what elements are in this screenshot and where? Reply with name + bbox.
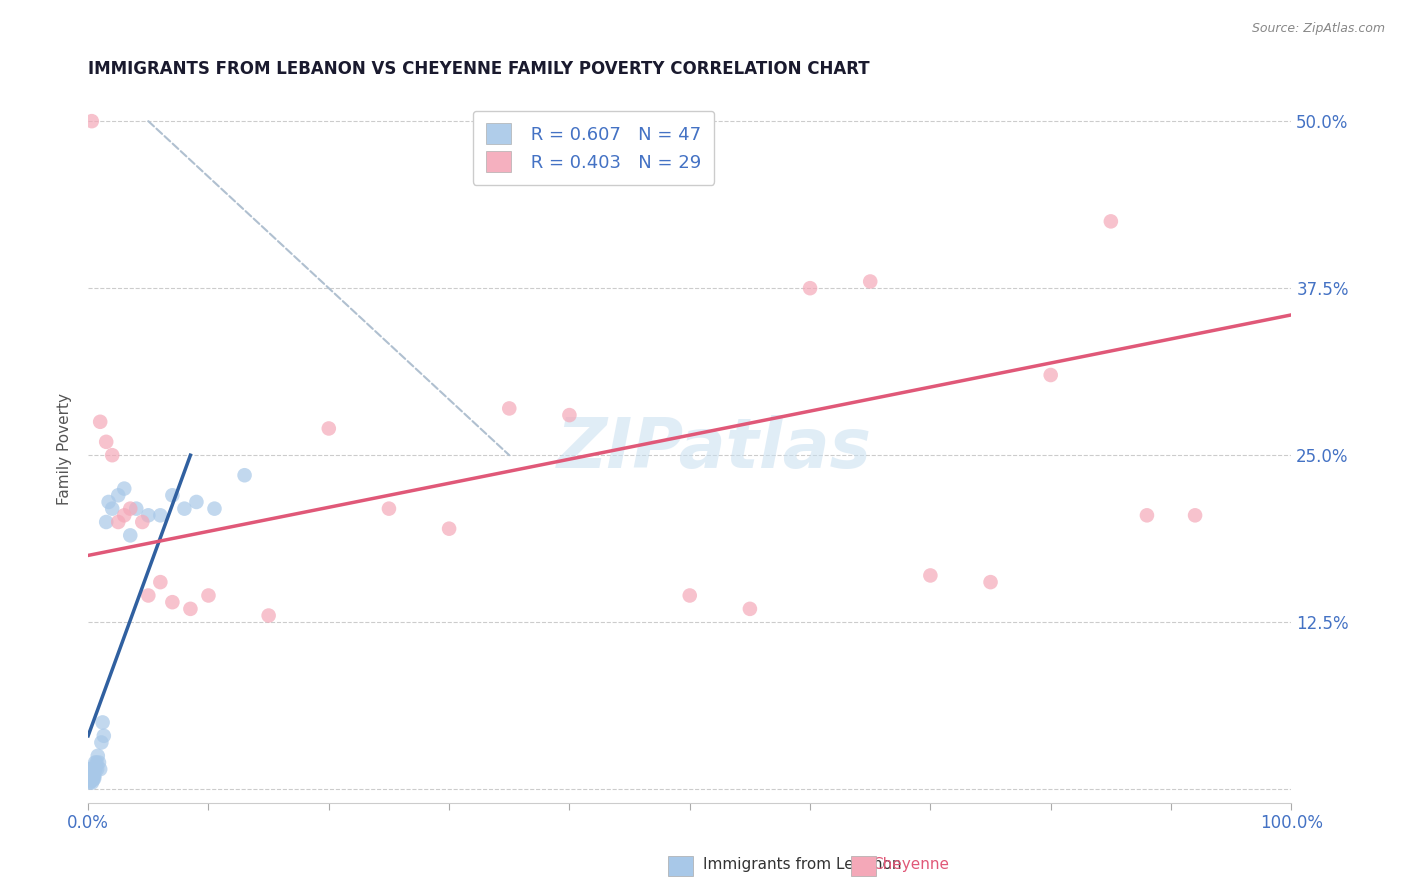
Text: Immigrants from Lebanon: Immigrants from Lebanon [703,857,901,872]
Point [107,488,129,502]
Point [1136,508,1159,523]
Point [920,568,942,582]
Point [77,762,100,776]
Point [149,508,172,523]
Point [980,575,1002,590]
Point [89,762,111,776]
Point [80,114,103,128]
Point [80,766,103,780]
Point [80,774,103,789]
Point [112,508,135,523]
Point [136,508,159,523]
Point [125,501,148,516]
Point [1099,214,1122,228]
Point [77,772,100,786]
Point [82,762,104,776]
Point [120,501,142,516]
Text: Cheyenne: Cheyenne [872,857,949,872]
Point [179,602,201,616]
Point [101,448,124,462]
Y-axis label: Family Poverty: Family Poverty [58,392,72,505]
Point [101,501,124,516]
Point [91,715,114,730]
Point [79,766,101,780]
Point [173,501,195,516]
Point [738,602,761,616]
Point [83,772,105,786]
Point [233,468,256,483]
Point [84,762,107,776]
Point [204,501,226,516]
Point [82,770,104,784]
Point [82,772,104,787]
Point [162,595,184,609]
Point [558,408,581,422]
Point [79,769,101,783]
Point [90,735,112,749]
Point [79,772,101,787]
Point [96,515,118,529]
Point [80,769,103,783]
Point [120,528,142,542]
Point [1039,368,1062,382]
Point [149,575,172,590]
Point [799,281,821,295]
Point [87,756,110,770]
Point [107,515,129,529]
Point [112,482,135,496]
Point [79,770,101,784]
Point [83,762,105,776]
Point [80,775,103,789]
Point [318,421,340,435]
Point [79,775,101,789]
Point [89,415,111,429]
Point [1184,508,1206,523]
Point [97,495,120,509]
Point [257,608,280,623]
Point [162,488,184,502]
Point [96,434,118,449]
Point [86,762,108,776]
Point [131,515,153,529]
Point [87,748,110,763]
Point [82,766,104,780]
Point [378,501,401,516]
Point [84,758,107,772]
Point [679,589,702,603]
Point [93,729,115,743]
Point [83,769,105,783]
Legend:  R = 0.607   N = 47,  R = 0.403   N = 29: R = 0.607 N = 47, R = 0.403 N = 29 [472,111,714,185]
Point [186,495,208,509]
Point [80,772,103,786]
Point [84,756,107,770]
Text: Source: ZipAtlas.com: Source: ZipAtlas.com [1251,22,1385,36]
Point [498,401,520,416]
Point [136,589,159,603]
Text: IMMIGRANTS FROM LEBANON VS CHEYENNE FAMILY POVERTY CORRELATION CHART: IMMIGRANTS FROM LEBANON VS CHEYENNE FAMI… [89,60,870,78]
Point [83,769,105,783]
Point [79,762,101,776]
Point [86,756,108,770]
Point [83,762,105,776]
Point [197,589,219,603]
Point [437,522,460,536]
Text: ZIPatlas: ZIPatlas [557,415,872,482]
Point [859,275,882,289]
